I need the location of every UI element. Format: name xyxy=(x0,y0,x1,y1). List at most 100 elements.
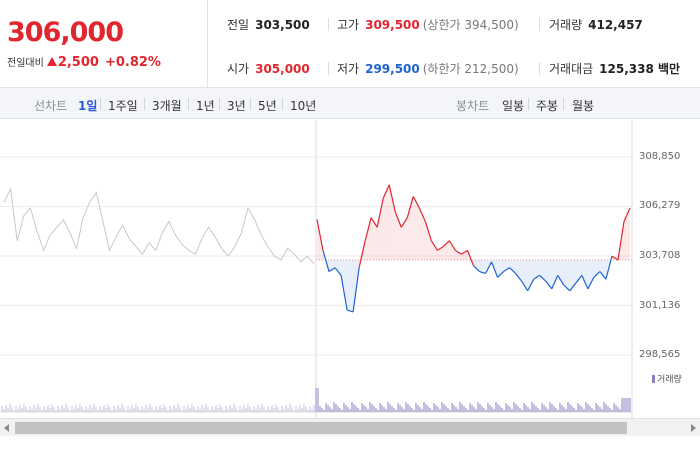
price-chart: 308,850 306,279 303,708 301,136 298,565 … xyxy=(0,120,700,450)
tab-monthly-candle[interactable]: 월봉 xyxy=(572,99,595,113)
price-line-segment xyxy=(370,217,378,228)
area-fill-segment xyxy=(563,259,570,291)
price-line-segment xyxy=(322,250,330,272)
price-line-segment xyxy=(533,274,541,280)
stat-prev-value: 303,500 xyxy=(255,18,310,32)
tab-3years[interactable]: 3년 xyxy=(227,99,246,113)
area-fill-segment xyxy=(473,259,480,272)
area-fill-segment xyxy=(371,217,378,260)
area-fill-segment xyxy=(551,259,558,289)
price-line-segment xyxy=(479,270,486,275)
tab-3months[interactable]: 3개월 xyxy=(152,99,182,113)
y-tick-label: 308,850 xyxy=(639,151,681,162)
tab-10years[interactable]: 10년 xyxy=(290,99,317,113)
change-percent: +0.82% xyxy=(104,55,161,70)
area-fill-segment xyxy=(335,259,342,276)
price-chart-svg xyxy=(0,120,633,420)
area-fill-segment xyxy=(545,259,552,289)
stat-low: 저가 299,500 (하한가 212,500) xyxy=(337,62,519,76)
tab-daily-candle[interactable]: 일봉 xyxy=(502,99,525,113)
price-line-segment xyxy=(623,207,631,222)
tab-1week[interactable]: 1주일 xyxy=(108,99,138,113)
area-fill-segment xyxy=(377,198,384,260)
scroll-thumb[interactable] xyxy=(15,422,627,434)
area-fill-segment xyxy=(365,217,372,260)
line-chart-label: 선차트 xyxy=(34,99,68,113)
price-line-segment xyxy=(406,196,414,218)
stat-low-value: 299,500 xyxy=(365,62,420,76)
area-fill-segment xyxy=(389,184,396,260)
price-line-segment xyxy=(461,249,468,255)
price-line-segment xyxy=(587,277,595,290)
area-fill-segment xyxy=(569,259,576,291)
y-tick-label: 298,565 xyxy=(639,349,681,360)
price-summary: 306,000 전일대비 2,500 +0.82% xyxy=(0,0,208,88)
price-line-segment xyxy=(611,255,619,261)
price-line-segment xyxy=(412,196,420,209)
area-fill-segment xyxy=(557,259,564,286)
price-line-segment xyxy=(581,275,589,290)
stats-panel: 전일 303,500 고가 309,500 (상한가 394,500) 거래량 412,… xyxy=(209,0,700,88)
candle-chart-label: 봉차트 xyxy=(456,99,490,113)
area-fill-segment xyxy=(599,259,606,280)
price-line-segment xyxy=(358,240,366,268)
price-line-segment xyxy=(334,267,342,276)
area-fill-segment xyxy=(383,184,390,260)
price-line-segment xyxy=(539,274,547,282)
area-fill-segment xyxy=(425,221,432,260)
stat-amount: 거래대금 125,338 백만 xyxy=(549,62,681,76)
price-line-segment xyxy=(328,267,336,273)
area-fill-segment xyxy=(461,250,468,260)
quote-header: 306,000 전일대비 2,500 +0.82% 전일 303,500 고가 309,… xyxy=(0,0,700,88)
tab-1day[interactable]: 1일 xyxy=(78,99,98,113)
price-line-segment xyxy=(388,184,396,212)
price-line-segment xyxy=(509,267,517,274)
stat-high: 고가 309,500 (상한가 394,500) xyxy=(337,18,519,32)
price-line-segment xyxy=(605,255,613,280)
price-change: 전일대비 2,500 +0.82% xyxy=(7,54,161,70)
tab-5years[interactable]: 5년 xyxy=(258,99,277,113)
price-line-segment xyxy=(382,184,390,199)
stat-volume-value: 412,457 xyxy=(588,18,643,32)
tab-1year[interactable]: 1년 xyxy=(196,99,215,113)
stat-prev: 전일 303,500 xyxy=(227,18,310,32)
scroll-left-icon[interactable] xyxy=(4,424,9,432)
price-line-segment xyxy=(364,217,372,241)
price-line-segment xyxy=(575,275,583,284)
stat-volume: 거래량 412,457 xyxy=(549,18,643,32)
area-fill-segment xyxy=(329,259,336,272)
price-line-segment xyxy=(557,275,565,286)
area-fill-segment xyxy=(455,250,462,260)
volume-legend: 거래량 xyxy=(652,372,682,385)
price-line-segment xyxy=(527,278,535,292)
area-fill-segment xyxy=(503,259,510,272)
stat-open-value: 305,000 xyxy=(255,62,310,76)
area-fill-segment xyxy=(419,208,426,260)
price-line-segment xyxy=(418,207,426,222)
tab-weekly-candle[interactable]: 주봉 xyxy=(536,99,559,113)
lower-limit: (하한가 212,500) xyxy=(422,62,519,76)
area-fill-segment xyxy=(341,259,348,311)
price-line-segment xyxy=(551,275,559,290)
price-line-segment xyxy=(424,221,432,241)
price-line-segment xyxy=(455,249,462,255)
area-fill-segment xyxy=(533,259,540,280)
y-tick-label: 301,136 xyxy=(639,300,681,311)
y-tick-label: 303,708 xyxy=(639,250,681,261)
price-line-segment xyxy=(490,261,499,278)
area-fill-segment xyxy=(527,259,534,291)
price-line-segment xyxy=(503,267,510,273)
price-line-segment xyxy=(430,240,438,251)
price-line-segment xyxy=(316,219,324,251)
price-line-segment xyxy=(352,267,360,313)
change-label: 전일대비 xyxy=(7,58,44,69)
area-fill-segment xyxy=(539,259,546,282)
price-line-segment xyxy=(346,309,354,313)
volume-legend-swatch xyxy=(652,375,655,383)
price-line-segment xyxy=(599,271,607,280)
price-line-segment xyxy=(545,280,553,290)
price-line-segment xyxy=(466,250,475,266)
price-line-segment xyxy=(448,240,456,251)
chart-scrollbar[interactable] xyxy=(0,418,700,436)
scroll-right-icon[interactable] xyxy=(691,424,696,432)
